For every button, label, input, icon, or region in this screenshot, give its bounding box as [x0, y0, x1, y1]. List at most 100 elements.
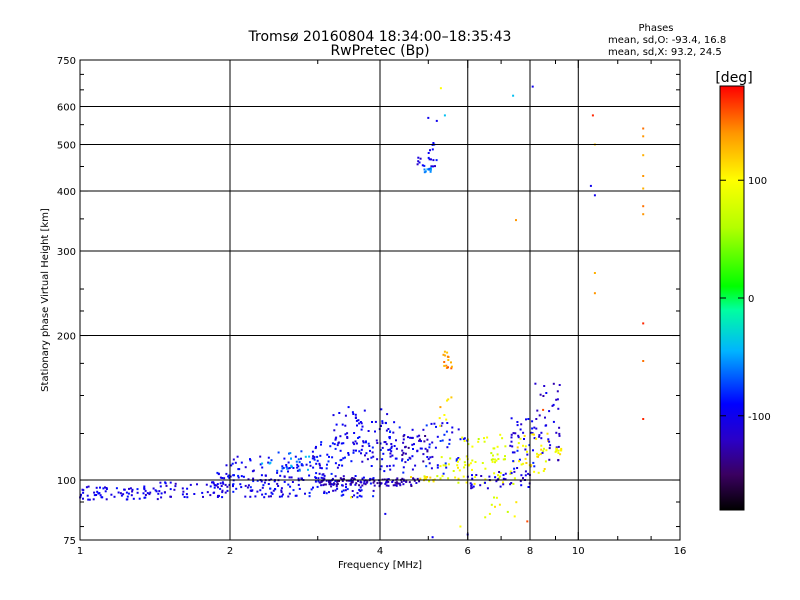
data-point	[445, 367, 448, 369]
data-point	[82, 489, 85, 492]
data-point	[520, 484, 523, 487]
data-point	[335, 485, 338, 488]
data-point	[290, 464, 293, 467]
data-point	[363, 482, 366, 485]
data-point	[427, 458, 430, 461]
data-point	[533, 465, 536, 468]
data-point	[270, 459, 273, 462]
y-tick-label: 750	[57, 56, 76, 67]
data-point	[516, 467, 519, 469]
data-point	[381, 422, 384, 425]
data-point	[371, 451, 374, 454]
data-point	[467, 443, 470, 446]
data-point	[225, 464, 228, 467]
data-point	[169, 488, 172, 491]
data-point	[593, 292, 596, 295]
data-point	[160, 492, 163, 495]
data-point	[423, 171, 426, 174]
data-point	[362, 476, 365, 479]
data-point	[513, 470, 516, 473]
data-point	[283, 457, 286, 460]
data-point	[443, 433, 446, 436]
data-point	[347, 453, 350, 456]
data-point	[339, 449, 342, 452]
data-point	[224, 491, 227, 494]
data-point	[442, 353, 445, 356]
data-point	[431, 148, 434, 151]
data-point	[380, 482, 383, 485]
data-point	[431, 536, 434, 539]
data-point	[256, 490, 259, 493]
data-point	[314, 476, 317, 479]
data-point	[156, 498, 159, 501]
data-point	[642, 175, 645, 177]
data-point	[511, 445, 514, 448]
data-point	[376, 442, 379, 444]
data-point	[353, 443, 356, 446]
data-point	[524, 470, 527, 473]
data-point	[215, 484, 218, 487]
data-point	[458, 458, 461, 461]
data-point	[545, 449, 548, 452]
data-point	[540, 437, 543, 440]
data-point	[385, 481, 388, 484]
data-point	[479, 484, 482, 487]
data-point	[212, 481, 215, 484]
data-point	[513, 451, 516, 454]
data-point	[470, 487, 473, 490]
data-point	[542, 470, 545, 472]
data-point	[498, 503, 501, 506]
data-point	[429, 456, 432, 459]
data-point	[499, 472, 502, 475]
axes: 1 2 4 6 8 10 16 75 100 200 300 400 500 600 750	[57, 56, 686, 557]
data-point	[344, 414, 347, 417]
data-point	[372, 477, 375, 480]
data-point	[404, 452, 407, 455]
data-point	[350, 496, 353, 499]
data-point	[376, 482, 379, 485]
data-point	[404, 461, 407, 464]
data-point	[216, 496, 219, 498]
data-point	[348, 479, 350, 482]
x-tick-label: 6	[465, 546, 471, 557]
data-point	[353, 432, 356, 434]
data-point	[434, 446, 437, 449]
data-point	[329, 479, 332, 482]
data-point	[447, 463, 450, 466]
data-point	[122, 493, 125, 496]
data-point	[113, 495, 116, 498]
data-point	[418, 434, 421, 437]
data-point	[515, 501, 518, 504]
data-point	[309, 464, 312, 467]
data-point	[484, 467, 487, 470]
data-point	[320, 443, 322, 446]
data-point	[383, 441, 386, 444]
data-point	[132, 497, 135, 500]
data-point	[351, 477, 354, 479]
data-point	[531, 432, 534, 435]
data-point	[105, 487, 108, 489]
data-point	[352, 441, 355, 444]
data-point	[428, 168, 430, 171]
data-point	[322, 484, 325, 487]
data-point	[484, 481, 486, 484]
data-point	[407, 436, 409, 439]
data-point	[313, 456, 316, 459]
data-point	[425, 424, 428, 427]
data-point	[504, 445, 507, 448]
data-point	[367, 430, 370, 432]
data-point	[435, 425, 437, 428]
data-point	[513, 477, 516, 480]
data-point	[287, 470, 289, 473]
data-point	[411, 455, 414, 458]
data-point	[219, 476, 222, 479]
data-point	[160, 496, 163, 499]
data-point	[104, 490, 107, 493]
data-point	[323, 483, 326, 486]
data-point	[543, 468, 546, 470]
data-point	[186, 496, 189, 499]
data-point	[314, 480, 317, 483]
data-point	[202, 495, 204, 498]
data-point	[516, 449, 519, 452]
data-point	[420, 440, 422, 443]
